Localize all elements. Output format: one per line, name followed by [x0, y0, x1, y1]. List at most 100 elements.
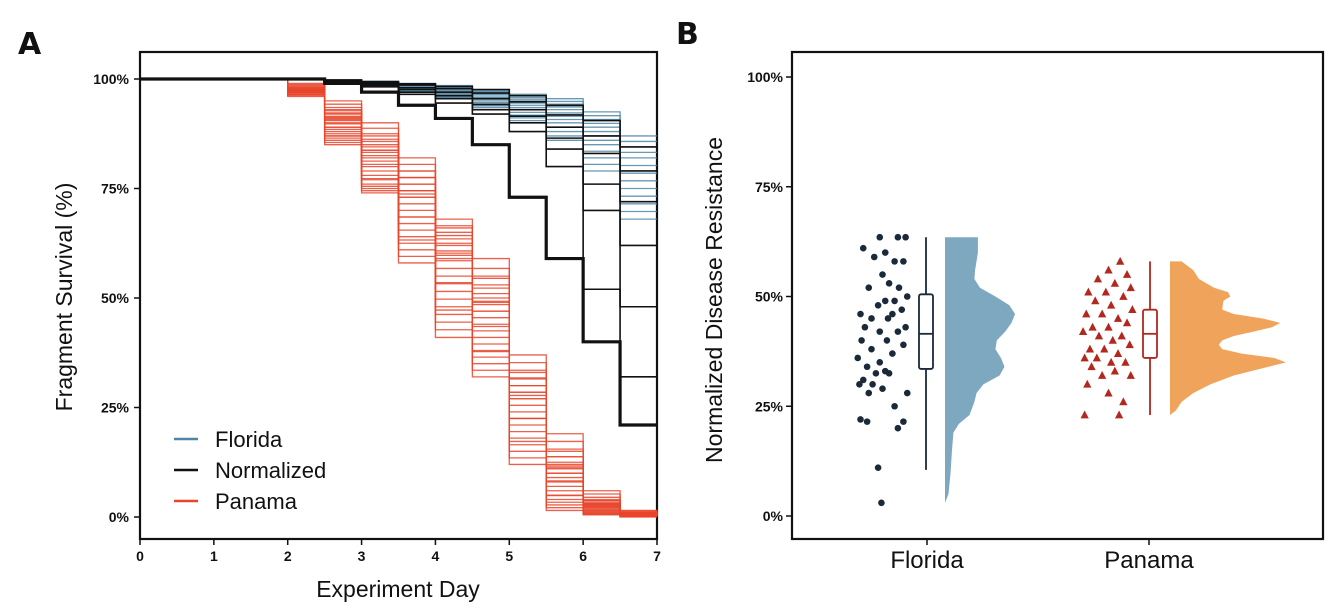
florida-data-point	[891, 297, 898, 305]
florida-data-point	[868, 345, 875, 353]
florida-data-point	[898, 306, 906, 313]
florida-data-point	[903, 293, 911, 300]
panama-survival-curve	[140, 78, 658, 514]
florida-data-point	[883, 337, 891, 344]
florida-data-point	[881, 297, 889, 305]
panel-b-y-axis-title: Normalized Disease Resistance	[701, 137, 727, 463]
panama-data-point	[1113, 313, 1123, 322]
florida-data-point	[861, 323, 869, 331]
panama-data-point	[1082, 309, 1091, 318]
florida-data-point	[902, 323, 909, 331]
y-tick-label: 100%	[93, 71, 129, 87]
florida-data-point	[891, 402, 898, 410]
panama-density-cloud	[1170, 261, 1286, 416]
panama-survival-curve	[140, 78, 658, 516]
florida-data-point	[889, 350, 896, 357]
florida-data-point	[900, 418, 907, 425]
panama-data-point	[1085, 344, 1095, 353]
panel-a-tick-labels: 0 1 2 3 4 5 6 7 0% 25% 50% 75% 100%	[93, 71, 661, 564]
category-label-panama: Panama	[1104, 547, 1194, 574]
panama-data-point	[1128, 305, 1137, 314]
panel-b-letter: B	[676, 17, 699, 52]
florida-data-point	[891, 258, 898, 265]
panel-a-survival-chart: 0 1 2 3 4 5 6 7 0% 25% 50% 75% 100% Experiment Day F…	[51, 50, 661, 602]
x-tick-label: 7	[653, 548, 661, 564]
y-tick-label: 25%	[755, 398, 784, 414]
florida-data-point	[884, 315, 892, 322]
florida-data-point	[865, 284, 873, 292]
y-tick-label: 50%	[101, 290, 130, 306]
panel-a-x-axis-title: Experiment Day	[316, 576, 480, 602]
panama-data-point	[1108, 335, 1117, 344]
panel-b-clouds	[945, 237, 1286, 503]
panel-a-letter: A	[18, 27, 42, 62]
x-tick-label: 1	[210, 548, 218, 564]
panama-data-point	[1125, 340, 1134, 349]
panama-survival-curve	[140, 78, 658, 514]
panama-survival-curve	[140, 78, 658, 516]
y-tick-label: 75%	[101, 181, 130, 197]
panama-data-point	[1093, 274, 1103, 283]
panel-b-boxes	[918, 237, 1158, 470]
florida-data-point	[878, 499, 885, 507]
panama-data-point	[1080, 353, 1089, 362]
category-label-florida: Florida	[890, 547, 964, 574]
panama-data-point	[1121, 357, 1130, 366]
y-tick-label: 25%	[101, 400, 130, 416]
panama-data-point	[1100, 344, 1109, 353]
florida-data-point	[879, 385, 886, 392]
panama-data-point	[1107, 300, 1116, 309]
florida-data-point	[879, 271, 886, 278]
florida-data-point	[857, 310, 864, 318]
florida-density-cloud	[945, 237, 1015, 503]
florida-box	[918, 293, 934, 370]
florida-data-point	[894, 328, 902, 335]
panama-survival-curve	[140, 78, 658, 515]
x-tick-label: 5	[505, 548, 513, 564]
panama-data-point	[1083, 379, 1092, 388]
florida-data-point	[900, 258, 907, 265]
panel-a-ticks	[134, 78, 658, 545]
y-tick-label: 0%	[763, 508, 784, 524]
panel-b-ticks	[786, 76, 1150, 545]
panama-data-point	[1110, 366, 1119, 375]
panel-b-tick-labels: 0% 25% 50% 75% 100%	[747, 69, 783, 524]
panama-data-point	[1084, 287, 1093, 296]
panama-data-point	[1116, 256, 1125, 265]
florida-data-point	[874, 464, 882, 472]
florida-data-point	[895, 284, 903, 292]
florida-data-point	[869, 381, 876, 388]
panama-survival-curve	[140, 78, 658, 515]
panama-survival-curve	[140, 78, 657, 518]
panama-data-point	[1119, 397, 1128, 406]
x-tick-label: 2	[284, 548, 292, 564]
panel-a-curves	[140, 77, 658, 518]
x-tick-label: 0	[136, 548, 144, 564]
florida-data-point	[872, 370, 880, 377]
panama-data-point	[1126, 283, 1135, 292]
florida-data-point	[876, 359, 884, 366]
panel-b-plot-frame	[790, 50, 1325, 541]
florida-data-point	[894, 233, 902, 241]
panama-data-point	[1092, 353, 1101, 362]
legend-panama-label: Panama	[215, 489, 298, 514]
panama-data-point	[1110, 278, 1119, 287]
x-tick-label: 6	[579, 548, 587, 564]
x-tick-label: 4	[432, 548, 440, 564]
florida-data-point	[863, 418, 871, 425]
panel-a-legend: Florida Normalized Panama	[174, 427, 326, 514]
panama-survival-curve	[140, 78, 658, 513]
y-tick-label: 50%	[755, 289, 784, 305]
panel-b-raincloud-chart: 0% 25% 50% 75% 100% Normalized Disease Resis…	[701, 50, 1325, 574]
panama-survival-curve	[140, 78, 658, 516]
florida-data-point	[870, 253, 878, 261]
florida-data-point	[903, 389, 911, 397]
florida-data-point	[885, 370, 893, 377]
florida-data-point	[874, 301, 882, 309]
florida-data-point	[889, 310, 896, 318]
florida-data-point	[900, 341, 907, 349]
x-tick-label: 3	[358, 548, 366, 564]
florida-data-point	[859, 244, 867, 252]
florida-data-point	[868, 315, 875, 322]
